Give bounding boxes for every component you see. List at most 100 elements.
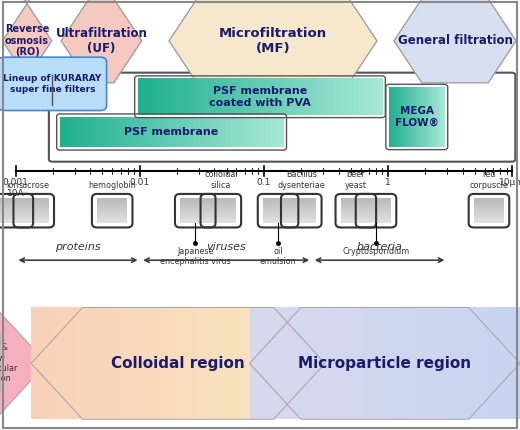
Text: Lineup of KURARAY
super fine filters: Lineup of KURARAY super fine filters bbox=[3, 74, 101, 94]
Bar bbox=[389, 307, 395, 419]
Bar bbox=[0, 220, 28, 222]
Bar bbox=[180, 208, 211, 209]
Bar bbox=[263, 205, 293, 207]
Bar bbox=[19, 205, 49, 207]
Bar bbox=[411, 87, 413, 147]
Bar bbox=[361, 206, 391, 208]
Bar bbox=[417, 87, 419, 147]
Bar bbox=[353, 307, 359, 419]
Bar bbox=[263, 221, 293, 223]
Bar bbox=[227, 307, 233, 419]
Bar bbox=[36, 307, 42, 419]
Bar bbox=[263, 213, 293, 215]
Bar bbox=[206, 209, 236, 211]
Bar bbox=[378, 79, 383, 115]
Bar bbox=[361, 204, 391, 206]
Bar bbox=[397, 87, 398, 147]
Bar bbox=[471, 307, 476, 419]
Bar bbox=[0, 218, 28, 219]
Bar bbox=[441, 87, 443, 147]
Bar bbox=[414, 87, 416, 147]
Bar bbox=[95, 307, 101, 419]
Bar bbox=[286, 208, 316, 209]
Bar bbox=[474, 206, 504, 208]
Bar bbox=[180, 198, 211, 200]
Bar bbox=[299, 79, 305, 115]
Bar bbox=[389, 87, 391, 147]
Bar bbox=[391, 87, 393, 147]
Bar bbox=[289, 79, 295, 115]
Bar bbox=[206, 203, 236, 205]
Bar bbox=[361, 202, 391, 203]
Bar bbox=[361, 217, 391, 218]
Bar bbox=[479, 307, 485, 419]
Bar bbox=[132, 117, 136, 147]
Bar bbox=[180, 209, 211, 211]
Bar bbox=[431, 87, 433, 147]
Bar bbox=[250, 79, 256, 115]
Bar bbox=[440, 87, 442, 147]
Bar bbox=[19, 202, 49, 203]
Bar bbox=[167, 79, 173, 115]
Bar bbox=[426, 87, 427, 147]
Bar bbox=[162, 79, 167, 115]
Bar bbox=[380, 307, 386, 419]
Bar bbox=[398, 307, 404, 419]
Bar bbox=[436, 87, 437, 147]
Text: 10μm: 10μm bbox=[499, 178, 520, 187]
Bar bbox=[87, 117, 92, 147]
Bar bbox=[232, 307, 238, 419]
Bar bbox=[97, 208, 127, 209]
Bar bbox=[201, 79, 207, 115]
Bar bbox=[188, 307, 194, 419]
Bar bbox=[180, 205, 211, 207]
Bar bbox=[333, 79, 339, 115]
Bar bbox=[304, 79, 309, 115]
Bar bbox=[376, 307, 381, 419]
Bar bbox=[344, 307, 350, 419]
Bar bbox=[263, 218, 293, 219]
Bar bbox=[139, 307, 145, 419]
Bar bbox=[19, 204, 49, 206]
Polygon shape bbox=[61, 0, 142, 83]
Bar bbox=[349, 307, 354, 419]
Bar bbox=[206, 206, 236, 208]
Bar bbox=[443, 87, 444, 147]
Bar bbox=[97, 206, 127, 208]
Bar bbox=[263, 198, 293, 200]
Bar bbox=[367, 307, 372, 419]
Bar bbox=[234, 117, 239, 147]
Bar bbox=[173, 307, 179, 419]
Bar bbox=[313, 307, 318, 419]
Bar bbox=[291, 307, 296, 419]
Bar bbox=[434, 87, 435, 147]
Bar bbox=[286, 215, 316, 217]
Bar bbox=[409, 87, 411, 147]
Bar bbox=[323, 79, 329, 115]
Bar bbox=[97, 220, 127, 222]
Bar bbox=[0, 219, 28, 221]
Bar bbox=[400, 87, 402, 147]
Bar bbox=[341, 209, 371, 211]
Bar bbox=[19, 217, 49, 218]
Bar bbox=[90, 307, 96, 419]
Bar bbox=[180, 210, 211, 212]
Bar bbox=[245, 79, 251, 115]
Bar bbox=[368, 79, 373, 115]
Bar bbox=[206, 79, 212, 115]
Bar bbox=[432, 87, 434, 147]
Bar bbox=[180, 217, 211, 218]
Bar bbox=[515, 307, 520, 419]
Bar bbox=[194, 117, 199, 147]
Bar bbox=[206, 199, 236, 201]
Bar bbox=[399, 87, 400, 147]
Bar bbox=[286, 210, 316, 212]
Bar bbox=[286, 202, 316, 203]
Bar bbox=[191, 79, 197, 115]
Bar bbox=[97, 219, 127, 221]
Bar bbox=[31, 307, 37, 419]
Text: bacteria: bacteria bbox=[357, 243, 402, 252]
Bar bbox=[163, 307, 170, 419]
Bar bbox=[212, 307, 218, 419]
Bar bbox=[474, 217, 504, 218]
